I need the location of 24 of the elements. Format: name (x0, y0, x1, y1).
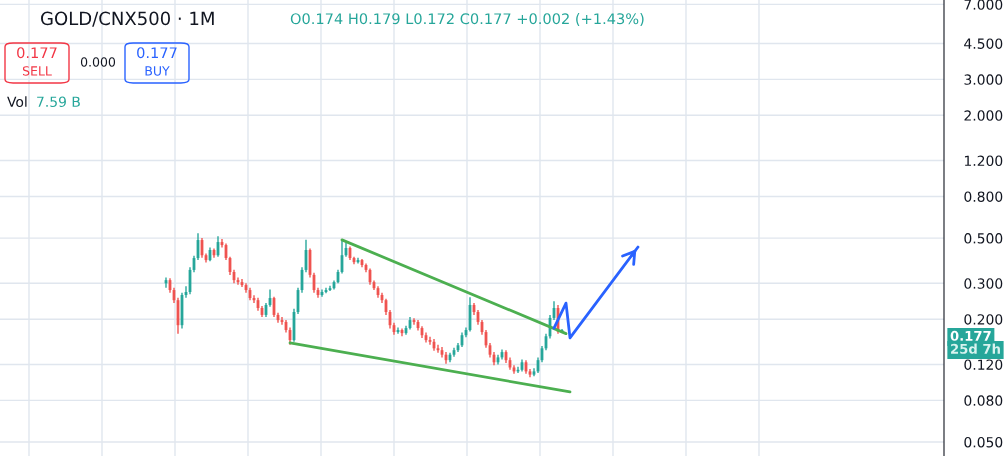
y-tick-label: 0.080 (964, 395, 1003, 406)
text: GOLD/CNX500 · 1M (41, 11, 214, 27)
annotation: SELL (22, 66, 52, 76)
line-series (552, 245, 640, 340)
y-tick-label: 4.500 (964, 38, 1003, 49)
annotation: O0.174 H0.179 L0.172 C0.177 +0.002 (+1.43%) (290, 12, 644, 26)
y-tick-label: 0.500 (964, 233, 1003, 244)
annotation: BUY (145, 66, 170, 76)
y-tick-label: 0.300 (964, 278, 1003, 289)
annotation: 0.177 (137, 47, 177, 59)
y-tick-label: 3.000 (964, 74, 1003, 85)
y-tick-label: 0.200 (964, 314, 1003, 325)
y-tick-label: 7.000 (964, 0, 1003, 10)
y-tick-label: 1.200 (964, 155, 1003, 166)
text: 0.177 (950, 330, 991, 341)
y-tick-label: 0.050 (964, 436, 1003, 448)
annotation: 0.000 (80, 57, 116, 67)
y-tick-label: 2.000 (964, 110, 1003, 121)
text: 25d 7h (951, 343, 1000, 354)
y-tick-label: 0.800 (964, 191, 1003, 202)
annotation: 7.59 B (37, 96, 80, 108)
annotation: Vol (7, 96, 27, 108)
y-tick-label: 0.120 (964, 359, 1003, 370)
annotation: 0.177 (17, 47, 57, 59)
